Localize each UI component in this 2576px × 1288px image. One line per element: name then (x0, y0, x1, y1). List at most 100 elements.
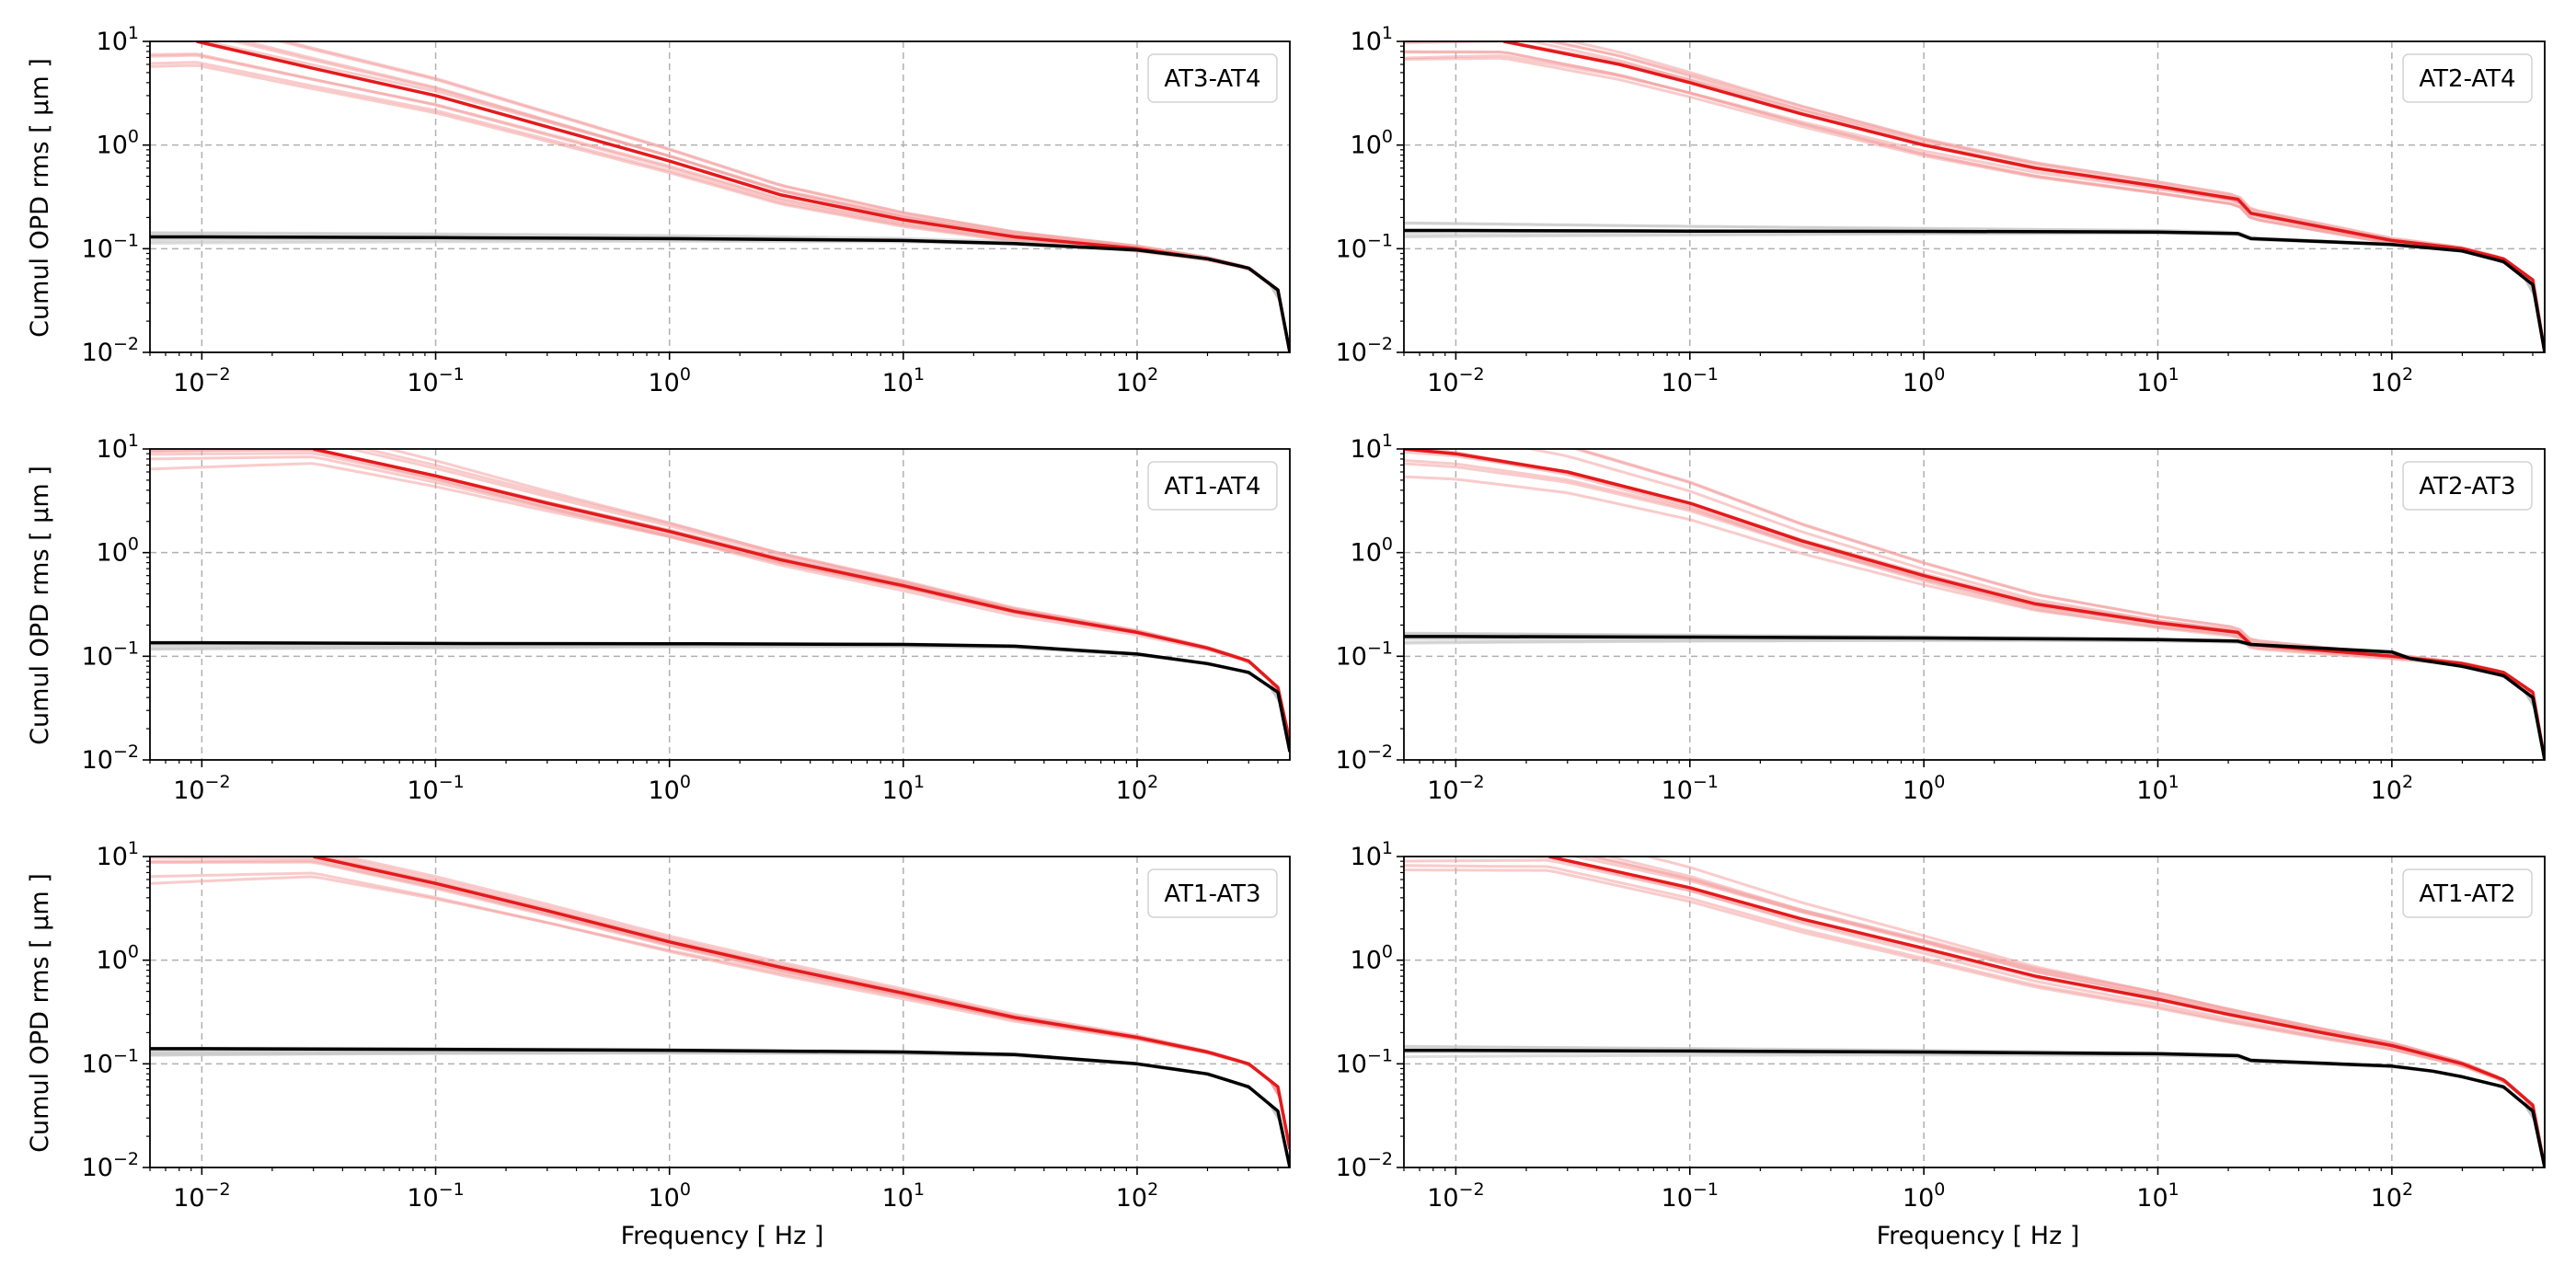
y-tick-label: 100 (1351, 127, 1393, 160)
x-tick-label: 100 (1903, 772, 1945, 805)
individual-curve-red (344, 449, 1290, 740)
subplot-at1-at4: 10−2 10−1 100 101 102 10−2 10−1 100 101 AT1-AT4 (82, 431, 1291, 805)
y-tick-label: 100 (97, 127, 139, 160)
axes-frame (1403, 856, 2546, 1168)
individual-curve-red (1569, 857, 2545, 1166)
x-tick-label: 10−2 (173, 772, 230, 805)
subplot-grid: 10−2 10−1 100 101 10210−210−1100101AT3-AT410… (82, 23, 2546, 1213)
y-tick-label: 10−1 (82, 638, 139, 671)
individual-curve-red (1583, 857, 2545, 1166)
y-tick-label: 10−1 (82, 230, 139, 263)
individual-curve-black (150, 641, 1290, 750)
legend-label: AT1-AT3 (1164, 880, 1260, 908)
individual-curve-red (150, 63, 1290, 351)
legend-box (1147, 53, 1278, 103)
individual-curve-red (150, 61, 1290, 351)
individual-curve-red (150, 871, 1290, 1147)
y-tick-label: 101 (97, 838, 139, 871)
individual-curve-black (1404, 232, 2545, 350)
y-tick-label: 101 (1351, 23, 1393, 56)
median-curve-black (150, 640, 1290, 753)
axes-frame (149, 448, 1291, 761)
legend-box (2402, 53, 2533, 103)
individual-curve-red (1404, 50, 2545, 350)
x-tick-label: 10−1 (407, 1179, 464, 1213)
y-tick-label: 101 (1351, 431, 1393, 464)
individual-curve-red (150, 857, 1290, 1147)
individual-curve-black (150, 239, 1290, 351)
y-tick-label: 10−2 (1336, 334, 1393, 367)
individual-curve-red (1404, 458, 2545, 757)
individual-curve-red (339, 857, 1290, 1147)
individual-curve-black (150, 1050, 1290, 1166)
subplot-at1-at3: 10−2 10−1 100 101 102 10−2 10−1 100 101 AT1-AT3 (82, 838, 1291, 1213)
legend-label: AT1-AT4 (1164, 473, 1260, 500)
axes-frame (1403, 40, 2546, 353)
y-tick-label: 10−1 (1336, 230, 1393, 263)
axes-frame (149, 856, 1291, 1168)
individual-curve-red (1525, 41, 2545, 350)
individual-curve-red (1404, 864, 2545, 1166)
individual-curve-red (150, 857, 1290, 1147)
median-curve-red (313, 449, 1290, 742)
individual-curve-red (238, 41, 1290, 351)
y-tick-label: 10−2 (82, 1149, 139, 1182)
y-tick-label: 100 (97, 535, 139, 568)
y-tick-label: 10−1 (1336, 638, 1393, 671)
individual-curve-black (1404, 231, 2545, 350)
y-tick-label: 100 (97, 942, 139, 975)
individual-curve-red (1404, 51, 2545, 350)
individual-curve-black (150, 644, 1290, 750)
individual-curve-red (1404, 53, 2545, 350)
individual-curve-black (150, 1051, 1290, 1166)
median-curve-black (150, 1047, 1290, 1167)
individual-curve-black (150, 644, 1290, 750)
subplot-at1-at2: 10−2 10−1 100 101 102 10−2 10−1 100 101 AT1-AT2 (1336, 838, 2546, 1213)
x-tick-label: 10−2 (173, 364, 230, 397)
y-tick-label: 10−1 (1336, 1045, 1393, 1078)
median-curve-red (1404, 449, 2545, 760)
individual-curve-red (1448, 857, 2545, 1166)
individual-curve-red (150, 860, 1290, 1147)
subplot-at3-at4: 10−2 10−1 100 101 102 10−2 10−1 100 101 AT3-AT4 (82, 23, 1291, 397)
individual-curve-black (1404, 1053, 2545, 1166)
x-tick-label: 10−1 (407, 364, 464, 397)
median-curve-red (313, 857, 1290, 1150)
median-curve-black (1404, 1048, 2545, 1167)
individual-curve-red (1404, 475, 2545, 757)
curves (150, 857, 1290, 1167)
individual-curve-red (150, 449, 1290, 740)
y-axis-label: Cumul OPD rms [ μm ] (26, 873, 54, 1153)
x-tick-label: 100 (648, 1179, 690, 1213)
y-axis-label: Cumul OPD rms [ μm ] (26, 466, 54, 745)
x-tick-label: 10−2 (1427, 1179, 1484, 1213)
individual-curve-black (150, 238, 1290, 351)
legend-label: AT2-AT4 (2419, 65, 2515, 93)
individual-curve-red (150, 859, 1290, 1147)
x-tick-label: 101 (2136, 772, 2179, 805)
x-tick-label: 101 (882, 772, 925, 805)
individual-curve-black (1404, 1050, 2545, 1166)
legend-label: AT1-AT2 (2419, 880, 2515, 908)
individual-curve-black (150, 1052, 1290, 1166)
individual-curve-red (150, 41, 1290, 351)
individual-curve-red (1404, 41, 2545, 350)
x-tick-label: 100 (648, 772, 690, 805)
individual-curve-red (359, 449, 1290, 740)
individual-curve-red (1548, 41, 2545, 350)
individual-curve-red (315, 857, 1290, 1147)
y-tick-label: 101 (97, 431, 139, 464)
legend-box (1147, 868, 1278, 918)
x-tick-label: 10−1 (1662, 364, 1719, 397)
x-tick-label: 100 (1903, 1179, 1945, 1213)
curves (150, 41, 1290, 352)
individual-curve-black (150, 644, 1290, 750)
individual-curve-red (150, 53, 1290, 351)
curves (1404, 449, 2545, 760)
individual-curve-red (1404, 450, 2545, 757)
median-curve-black (1404, 228, 2545, 352)
y-tick-label: 10−2 (82, 742, 139, 775)
curves (1404, 857, 2545, 1167)
individual-curve-red (183, 449, 1290, 740)
y-tick-label: 10−2 (82, 334, 139, 367)
